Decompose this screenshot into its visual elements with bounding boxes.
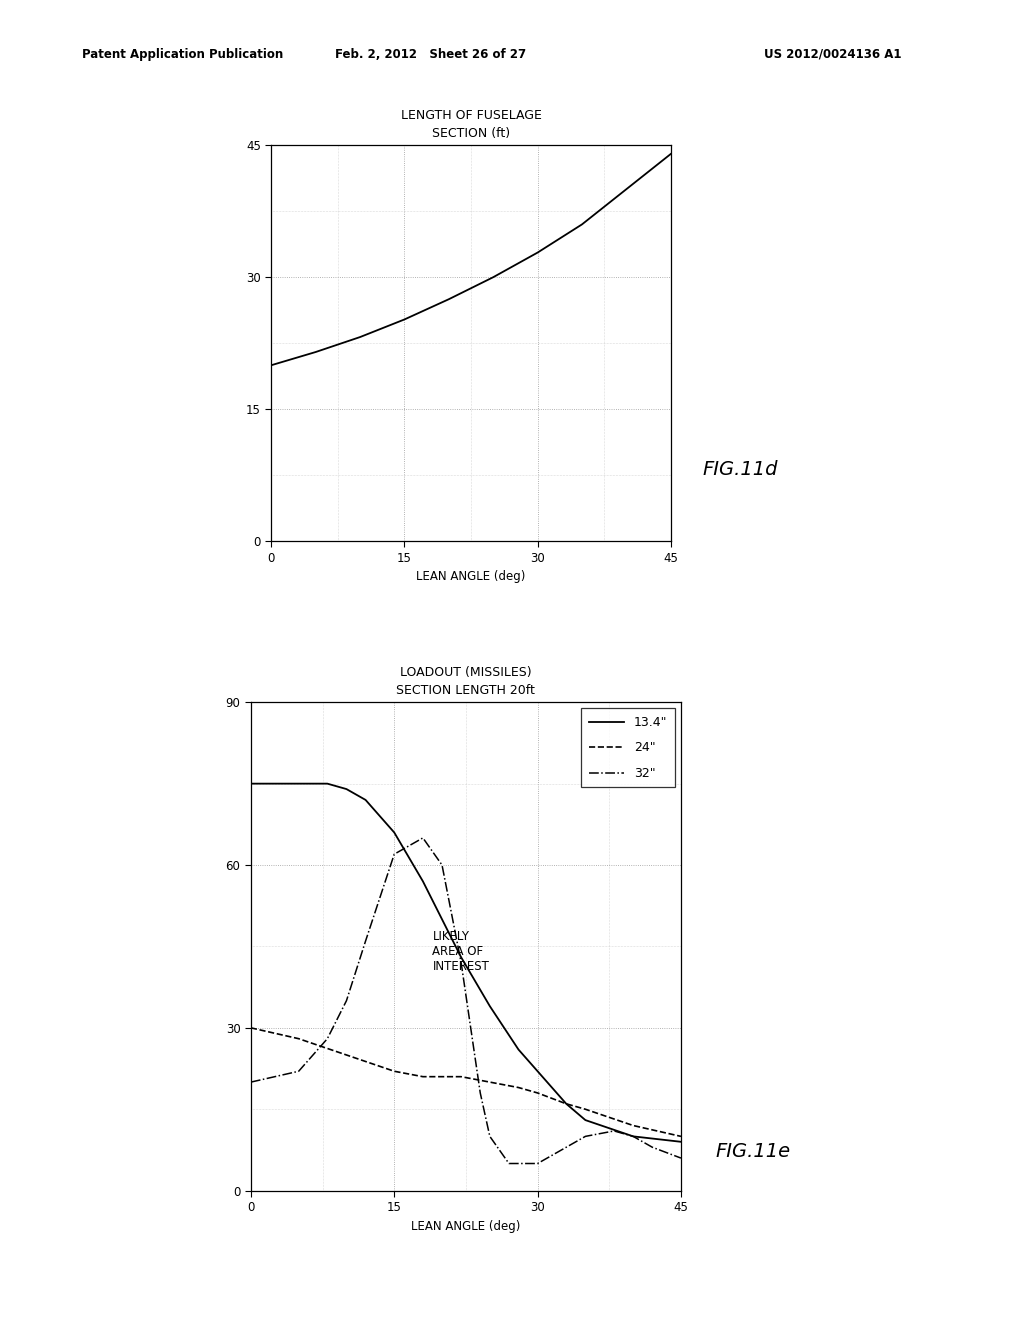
Text: Feb. 2, 2012   Sheet 26 of 27: Feb. 2, 2012 Sheet 26 of 27: [335, 48, 525, 61]
Title: LOADOUT (MISSILES)
SECTION LENGTH 20ft: LOADOUT (MISSILES) SECTION LENGTH 20ft: [396, 665, 536, 697]
Title: LENGTH OF FUSELAGE
SECTION (ft): LENGTH OF FUSELAGE SECTION (ft): [400, 108, 542, 140]
X-axis label: LEAN ANGLE (deg): LEAN ANGLE (deg): [417, 570, 525, 583]
Legend: 13.4", 24", 32": 13.4", 24", 32": [582, 709, 675, 788]
Text: Patent Application Publication: Patent Application Publication: [82, 48, 284, 61]
Text: US 2012/0024136 A1: US 2012/0024136 A1: [764, 48, 901, 61]
Text: FIG.11e: FIG.11e: [716, 1142, 791, 1162]
Text: FIG.11d: FIG.11d: [702, 461, 778, 479]
Text: LIKELY
AREA OF
INTEREST: LIKELY AREA OF INTEREST: [432, 931, 489, 973]
X-axis label: LEAN ANGLE (deg): LEAN ANGLE (deg): [412, 1220, 520, 1233]
